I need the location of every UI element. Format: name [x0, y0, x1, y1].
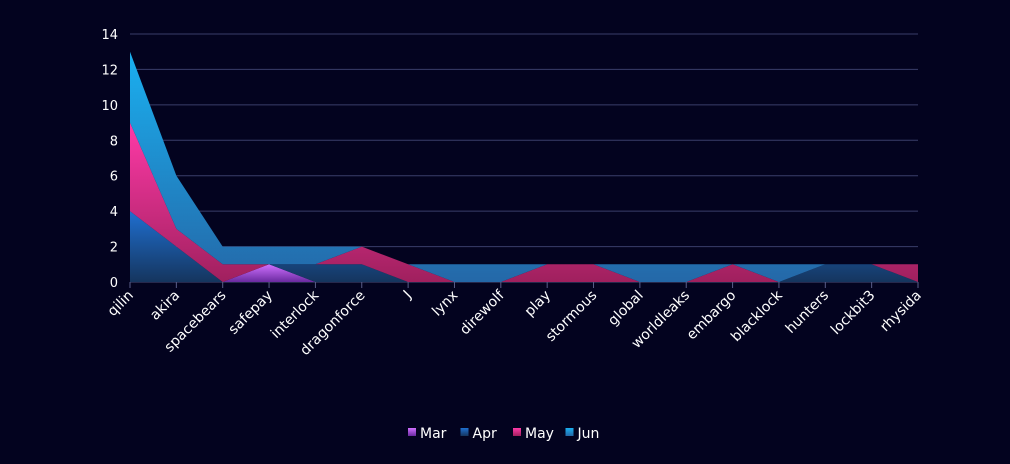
x-tick-label: J [400, 288, 415, 303]
legend-swatch [408, 428, 416, 436]
y-axis: 0 2 4 6 8 10 12 14 [101, 28, 118, 291]
y-tick-label: 10 [101, 99, 118, 114]
legend-item-apr: Apr [460, 426, 497, 442]
area-jun [130, 51, 918, 283]
legend-label: Jun [577, 426, 600, 442]
x-tick-label: stormous [543, 288, 600, 345]
x-tick-label: global [605, 288, 647, 330]
legend-item-may: May [513, 426, 554, 442]
y-tick-label: 2 [110, 241, 118, 256]
legend-item-mar: Mar [408, 426, 447, 442]
x-tick-label: akira [147, 288, 183, 324]
legend-label: May [525, 426, 554, 442]
grid [130, 33, 918, 283]
x-tick-label: blacklock [728, 287, 786, 345]
x-tick-label: lynx [429, 288, 461, 320]
area-apr [130, 211, 918, 282]
legend-swatch [565, 428, 574, 436]
legend-swatch [460, 428, 469, 436]
y-tick-label: 4 [110, 205, 118, 220]
y-tick-label: 8 [110, 134, 118, 149]
legend-label: Mar [420, 426, 447, 442]
x-tick-label: rhysida [877, 288, 925, 336]
x-tick-label: direwolf [457, 287, 508, 338]
x-tick-label: hunters [783, 288, 832, 337]
series-areas [130, 51, 918, 283]
area-mar [130, 264, 918, 282]
y-tick-label: 6 [110, 170, 118, 185]
y-tick-label: 0 [110, 276, 118, 291]
y-tick-label: 12 [101, 63, 118, 78]
x-tick-label: qilin [105, 288, 137, 320]
x-tick-label: lockbit3 [828, 288, 879, 339]
legend-label: Apr [473, 426, 497, 442]
legend-swatch [513, 428, 521, 436]
y-tick-label: 14 [101, 28, 118, 43]
x-axis: qilin akiraspacebearssafepayinterlockdrag… [105, 282, 925, 359]
legend-item-jun: Jun [565, 426, 600, 442]
legend: Mar Apr May Jun [408, 426, 599, 442]
x-tick-label: play [522, 288, 554, 320]
area-may [130, 122, 918, 282]
